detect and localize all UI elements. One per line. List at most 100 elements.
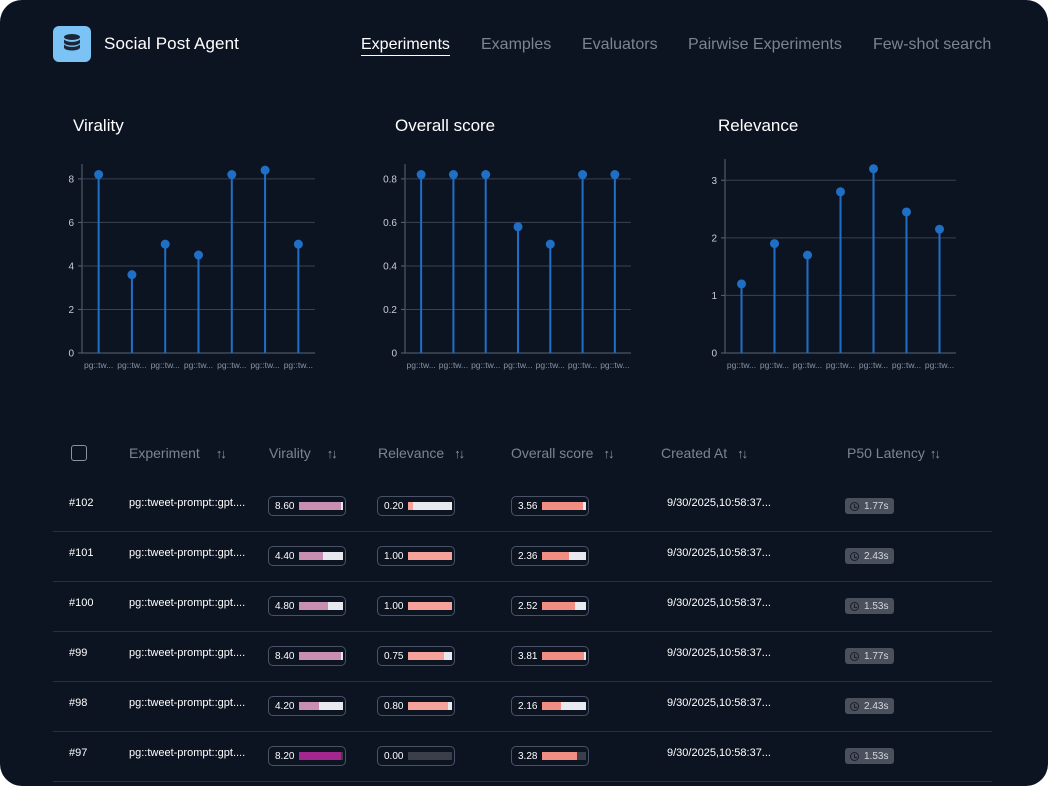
relevance-value: 1.00 (384, 600, 404, 612)
virality-value: 4.20 (275, 700, 295, 712)
overall-score-bar-fill (542, 552, 570, 560)
latency-value: 2.43s (864, 700, 889, 712)
tab-pairwise-experiments[interactable]: Pairwise Experiments (688, 36, 842, 53)
experiment-id[interactable]: #97 (69, 747, 88, 759)
data-point (803, 250, 812, 260)
data-point (127, 270, 137, 280)
table-row[interactable] (53, 681, 992, 732)
column-label: Created At (661, 445, 728, 461)
sort-icon[interactable]: ↑↓ (603, 445, 614, 461)
relevance-bar (408, 552, 452, 560)
sort-icon[interactable]: ↑↓ (737, 445, 748, 461)
clock-icon (850, 551, 859, 561)
column-header-experiment[interactable]: Experiment ↑↓ (129, 445, 227, 461)
overall-score-value: 3.56 (518, 500, 538, 512)
y-tick-label: 0.8 (383, 174, 397, 185)
chart-title-overall-score: Overall score (395, 116, 496, 135)
relevance-score: 0.00 (377, 746, 455, 766)
experiment-id[interactable]: #99 (69, 647, 88, 659)
experiment-name[interactable]: pg::tweet-prompt::gpt.... (129, 747, 246, 759)
tab-few-shot-search[interactable]: Few-shot search (873, 36, 992, 53)
experiment-name[interactable]: pg::tweet-prompt::gpt.... (129, 597, 246, 609)
select-all-checkbox[interactable] (71, 445, 87, 461)
experiment-id[interactable]: #101 (69, 547, 94, 559)
relevance-value: 0.75 (384, 650, 404, 662)
experiment-id[interactable]: #102 (69, 497, 94, 509)
table-row[interactable] (53, 631, 992, 682)
column-header-p50-latency[interactable]: P50 Latency ↑↓ (847, 445, 941, 461)
virality-bar (299, 652, 343, 660)
overall-score: 3.81 (511, 646, 589, 666)
relevance-bar (408, 602, 452, 610)
latency-badge: 2.43s (845, 548, 895, 564)
x-tick-label: pg::tw... (250, 360, 279, 370)
data-point (902, 207, 911, 217)
latency-badge: 1.53s (845, 748, 895, 764)
virality-value: 8.20 (275, 750, 295, 762)
x-tick-label: pg::tw... (536, 360, 565, 370)
virality-bar (299, 502, 343, 510)
overall-score-value: 3.81 (518, 650, 538, 662)
experiment-id[interactable]: #100 (69, 597, 94, 609)
column-header-overall-score[interactable]: Overall score ↑↓ (511, 445, 614, 461)
data-point (836, 187, 845, 197)
sort-icon[interactable]: ↑↓ (929, 445, 941, 461)
experiment-id[interactable]: #98 (69, 697, 88, 709)
x-tick-label: pg::tw... (925, 360, 954, 370)
experiment-name[interactable]: pg::tweet-prompt::gpt.... (129, 647, 246, 659)
relevance-value: 1.00 (384, 550, 404, 562)
relevance-bar-fill (408, 602, 452, 610)
data-point (610, 170, 620, 180)
experiment-name[interactable]: pg::tweet-prompt::gpt.... (129, 497, 246, 509)
data-point (94, 170, 104, 180)
column-label: Overall score (511, 445, 594, 461)
column-header-relevance[interactable]: Relevance ↑↓ (378, 445, 465, 461)
experiment-name[interactable]: pg::tweet-prompt::gpt.... (129, 697, 246, 709)
virality-bar (299, 552, 343, 560)
virality-value: 8.40 (275, 650, 295, 662)
virality-bar-fill (299, 502, 341, 510)
data-point (448, 170, 458, 180)
relevance-value: 0.80 (384, 700, 404, 712)
virality-bar (299, 752, 343, 760)
experiment-name[interactable]: pg::tweet-prompt::gpt.... (129, 547, 246, 559)
x-tick-label: pg::tw... (184, 360, 213, 370)
column-header-created-at[interactable]: Created At ↑↓ (661, 445, 748, 461)
overall-score-bar (542, 602, 586, 610)
table-row[interactable] (53, 731, 992, 782)
data-point (935, 224, 944, 234)
virality-value: 8.60 (275, 500, 295, 512)
x-tick-label: pg::tw... (859, 360, 888, 370)
sort-icon[interactable]: ↑↓ (215, 445, 227, 461)
table-row[interactable] (53, 481, 992, 532)
overall-score-value: 2.16 (518, 700, 538, 712)
tab-experiments[interactable]: Experiments (361, 36, 450, 56)
data-point (194, 250, 203, 260)
x-tick-label: pg::tw... (217, 360, 246, 370)
relevance-bar-fill (408, 652, 445, 660)
y-tick-label: 8 (68, 174, 74, 185)
virality-bar (299, 602, 343, 610)
x-tick-label: pg::tw... (760, 360, 789, 370)
sort-icon[interactable]: ↑↓ (454, 445, 465, 461)
table-row[interactable] (53, 531, 992, 582)
app-title: Social Post Agent (104, 34, 239, 53)
column-header-virality[interactable]: Virality ↑↓ (269, 445, 338, 461)
table-row[interactable] (53, 581, 992, 632)
sort-icon[interactable]: ↑↓ (326, 445, 338, 461)
data-point (160, 239, 170, 249)
tab-evaluators[interactable]: Evaluators (582, 36, 658, 53)
data-point (513, 222, 523, 232)
tab-examples[interactable]: Examples (481, 36, 552, 53)
data-point (260, 165, 270, 175)
y-tick-label: 0.6 (383, 218, 397, 229)
relevance-value: 0.20 (384, 500, 404, 512)
virality-bar-fill (299, 552, 324, 560)
overall-score-bar (542, 502, 586, 510)
overall-score-value: 2.36 (518, 550, 538, 562)
virality-bar-fill (299, 602, 329, 610)
created-at: 9/30/2025,10:58:37... (667, 647, 771, 659)
relevance-score: 1.00 (377, 546, 455, 566)
created-at: 9/30/2025,10:58:37... (667, 697, 771, 709)
